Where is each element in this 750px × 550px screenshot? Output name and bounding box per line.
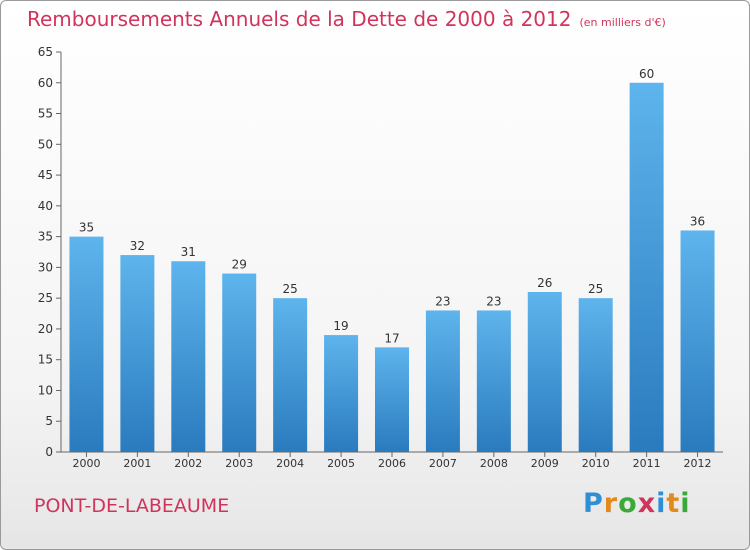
data-label: 31: [181, 245, 196, 259]
logo-letter: t: [666, 488, 681, 519]
bar: [324, 335, 359, 452]
y-tick-label: 0: [45, 445, 53, 459]
proxiti-logo: Proxiti: [583, 488, 691, 519]
y-tick-label: 25: [38, 291, 53, 305]
chart-title: Remboursements Annuels de la Dette de 20…: [27, 7, 666, 31]
bar: [222, 273, 257, 452]
x-tick-label: 2004: [276, 457, 304, 470]
x-tick-label: 2001: [123, 457, 151, 470]
data-label: 17: [384, 331, 399, 345]
x-tick-label: 2010: [582, 457, 610, 470]
y-tick-label: 35: [38, 230, 53, 244]
bar: [375, 347, 409, 452]
y-tick-label: 40: [38, 199, 53, 213]
bar: [476, 310, 511, 452]
logo-letter: o: [618, 488, 638, 519]
logo-letter: x: [637, 488, 657, 519]
data-label: 35: [79, 221, 94, 235]
data-label: 19: [333, 319, 348, 333]
x-tick-label: 2009: [531, 457, 559, 470]
y-tick-label: 65: [38, 45, 53, 59]
x-tick-label: 2002: [174, 457, 202, 470]
logo-letter: r: [603, 488, 619, 519]
y-tick-label: 5: [45, 414, 53, 428]
commune-name: PONT-DE-LABEAUME: [34, 495, 230, 517]
data-label: 23: [486, 294, 501, 308]
bar: [578, 298, 613, 452]
x-tick-label: 2008: [480, 457, 508, 470]
x-tick-label: 2007: [429, 457, 457, 470]
data-label: 26: [537, 276, 552, 290]
data-label: 25: [283, 282, 298, 296]
y-tick-label: 10: [38, 383, 53, 397]
y-tick-label: 60: [38, 76, 53, 90]
data-label: 36: [690, 214, 705, 228]
bar: [69, 236, 104, 452]
y-tick-label: 55: [38, 107, 53, 121]
bar: [120, 255, 155, 452]
x-tick-label: 2005: [327, 457, 355, 470]
unit-label: (en milliers d'€): [579, 16, 666, 29]
x-tick-label: 2003: [225, 457, 253, 470]
logo-letter: i: [656, 488, 667, 519]
x-tick-label: 2000: [72, 457, 100, 470]
data-label: 60: [639, 67, 654, 81]
bars: 35 32 31 29 25 19 17 23 23 26 25 60 36: [69, 67, 715, 453]
x-tick-label: 2011: [633, 457, 661, 470]
bar: [527, 292, 562, 452]
data-label: 29: [232, 258, 247, 272]
bar: [425, 310, 460, 452]
y-tick-label: 50: [38, 137, 53, 151]
logo-letter: P: [583, 488, 604, 519]
bar: [273, 298, 308, 452]
bar: [629, 82, 664, 453]
data-label: 32: [130, 239, 145, 253]
y-tick-label: 20: [38, 322, 53, 336]
bar: [171, 261, 206, 452]
y-tick-label: 45: [38, 168, 53, 182]
bar: [680, 230, 715, 452]
data-label: 23: [435, 294, 450, 308]
y-tick-label: 15: [38, 353, 53, 367]
title-text: Remboursements Annuels de la Dette de 20…: [27, 7, 572, 31]
data-label: 25: [588, 282, 603, 296]
y-tick-label: 30: [38, 260, 53, 274]
logo-letter: i: [680, 488, 691, 519]
axes: 0 5 10 15 20 25 30 35 40 45 50 55 60 65 2000 2001 2002 20…: [38, 45, 723, 470]
x-tick-label: 2012: [684, 457, 712, 470]
x-tick-label: 2006: [378, 457, 406, 470]
